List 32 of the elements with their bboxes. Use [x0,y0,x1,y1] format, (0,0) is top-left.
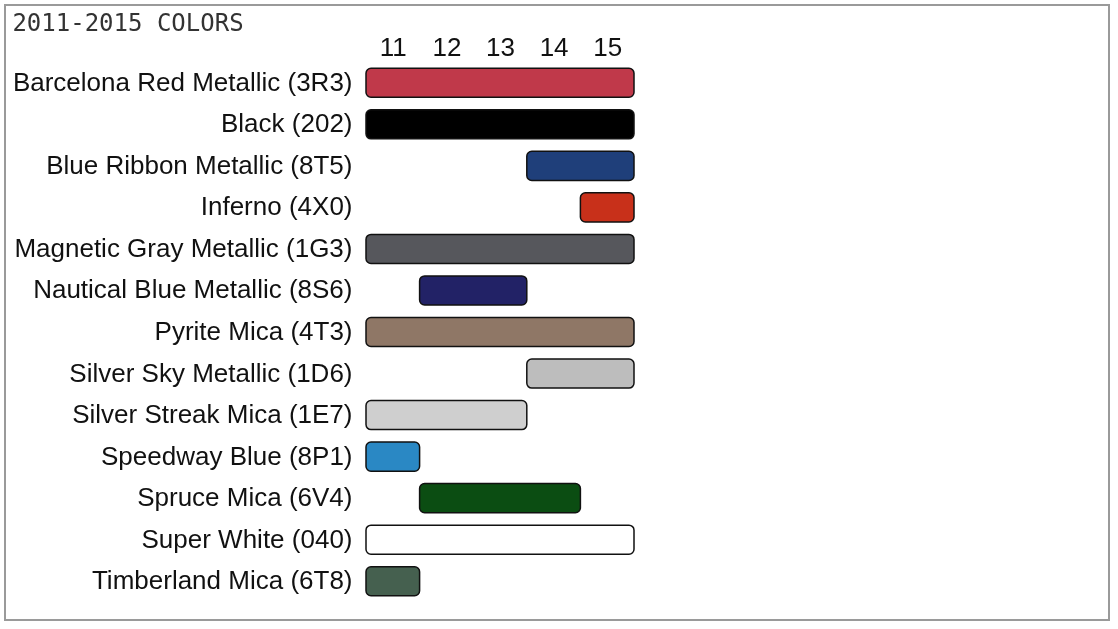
bar [579,192,635,223]
y-tick-label: Barcelona Red Metallic (3R3) [12,66,353,97]
y-tick-label: Magnetic Gray Metallic (1G3) [14,232,353,263]
y-tick-label: Inferno (4X0) [200,191,353,222]
bar [365,316,635,348]
y-tick-label: Black (202) [221,108,353,139]
bar [418,275,528,306]
y-tick-label: Nautical Blue Metallic (8S6) [33,274,353,305]
bar [365,67,635,99]
bar [365,233,635,265]
y-tick-label: Silver Sky Metallic (1D6) [69,357,353,388]
y-tick-label: Blue Ribbon Metallic (8T5) [46,149,353,180]
x-tick-label: 15 [593,31,623,62]
bar [365,441,421,472]
bar [365,109,635,140]
text: 2011-2015 COLORS [12,9,244,37]
y-tick-label: Spruce Mica (6V4) [137,482,353,513]
x-tick-label: 14 [539,31,569,62]
bar [418,482,582,514]
y-tick-label: Timberland Mica (6T8) [91,565,353,596]
bar [365,565,421,597]
bar [365,399,528,431]
x-tick-label: 11 [379,31,407,62]
bar [365,524,635,555]
y-tick-label: Silver Streak Mica (1E7) [72,399,353,430]
x-tick-label: 13 [486,31,515,62]
y-tick-label: Pyrite Mica (4T3) [154,316,353,346]
y-tick-label: Super White (040) [141,523,353,554]
x-tick-label: 12 [432,31,462,62]
y-tick-label: Speedway Blue (8P1) [101,440,353,471]
bar [526,358,635,389]
bar [526,150,635,182]
